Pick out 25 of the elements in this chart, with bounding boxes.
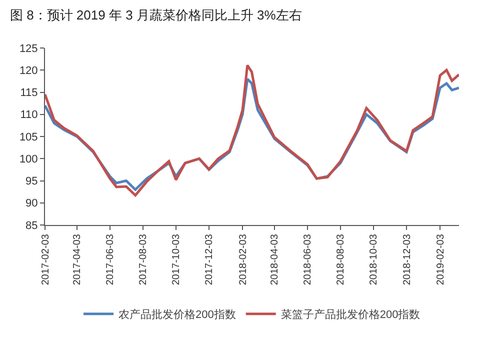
y-tick-label: 115 bbox=[20, 87, 38, 100]
y-tick-label: 100 bbox=[19, 153, 38, 166]
x-tick-label: 2018-04-03 bbox=[270, 234, 281, 286]
x-tick-label: 2017-08-03 bbox=[138, 234, 150, 286]
x-tick-label: 2017-04-03 bbox=[72, 234, 84, 286]
x-tick-label: 2017-06-03 bbox=[105, 234, 116, 286]
x-tick-label: 2018-02-03 bbox=[238, 234, 249, 286]
y-tick-label: 90 bbox=[26, 198, 38, 210]
x-tick-label: 2018-12-03 bbox=[402, 234, 413, 286]
legend-label: 农产品批发价格200指数 bbox=[118, 308, 236, 322]
x-tick-label: 2019-02-03 bbox=[435, 234, 446, 286]
y-tick-label: 120 bbox=[19, 64, 38, 77]
y-tick-label: 95 bbox=[26, 176, 38, 188]
x-tick-label: 2018-08-03 bbox=[336, 234, 347, 286]
x-tick-label: 2018-06-03 bbox=[302, 234, 314, 286]
x-tick-label: 2017-02-03 bbox=[40, 234, 52, 286]
x-tick-label: 2018-10-03 bbox=[368, 234, 380, 286]
legend-label: 菜篮子产品批发价格200指数 bbox=[280, 308, 420, 322]
y-tick-label: 105 bbox=[19, 131, 38, 144]
y-tick-label: 85 bbox=[26, 220, 38, 232]
y-tick-label: 110 bbox=[20, 109, 38, 122]
y-tick-label: 125 bbox=[19, 42, 38, 55]
x-tick-label: 2017-12-03 bbox=[204, 234, 216, 286]
chart-title: 图 8：预计 2019 年 3 月蔬菜价格同比上升 3%左右 bbox=[10, 7, 302, 22]
x-tick-label: 2017-10-03 bbox=[171, 234, 182, 286]
